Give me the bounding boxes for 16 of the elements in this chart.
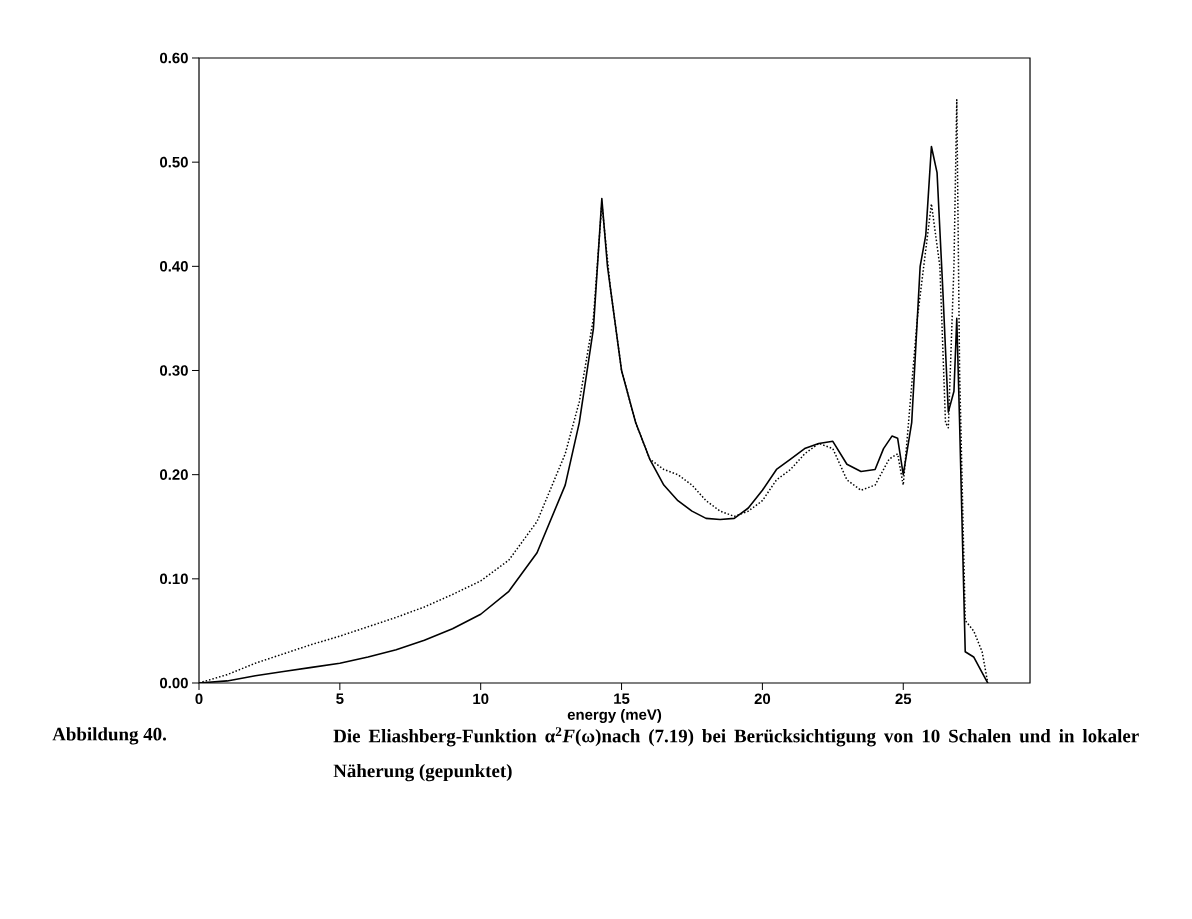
x-axis-title: energy (meV) <box>567 708 662 723</box>
x-tick-label: 25 <box>895 693 912 705</box>
x-tick-label: 10 <box>473 693 489 705</box>
x-tick-label: 20 <box>754 693 771 705</box>
y-tick-label: 0.60 <box>159 52 188 64</box>
y-tick-label: 0.00 <box>159 677 188 689</box>
y-tick-label: 0.30 <box>159 365 188 376</box>
text: Die Eliashberg-Funktion α$^{2}$F(ω)nach (7.19) bei Berücksichtigung von 10 Schalen und in lokaler Näherung (gepunktet) <box>333 727 1139 782</box>
text: Abbildung 40. <box>52 727 167 745</box>
x-tick-label: 5 <box>336 693 344 704</box>
y-tick-label: 0.50 <box>159 156 188 168</box>
x-tick-label: 15 <box>614 693 630 704</box>
y-tick-label: 0.10 <box>159 573 188 585</box>
y-tick-label: 0.20 <box>159 469 188 480</box>
x-tick-label: 0 <box>195 693 203 705</box>
y-tick-label: 0.40 <box>159 261 188 272</box>
